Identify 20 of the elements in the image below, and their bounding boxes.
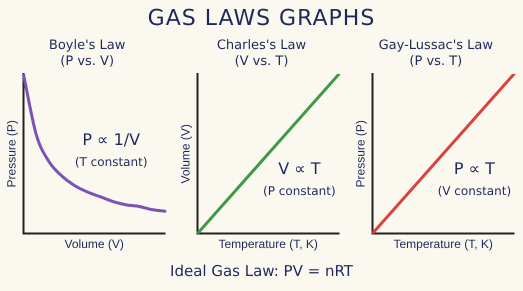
annotation: P ∝ 1/V	[82, 130, 140, 150]
annotation: P ∝ T	[454, 158, 495, 178]
chart-subtitle: (P vs. T)	[408, 54, 464, 70]
y-axis-title: Volume (V)	[178, 124, 193, 184]
annotation: (P constant)	[264, 184, 336, 198]
x-axis-title: Temperature (T, K)	[218, 237, 318, 252]
annotation: (T constant)	[75, 155, 148, 170]
x-axis-title: Temperature (T, K)	[393, 237, 493, 252]
chart-title: Boyle's Law	[48, 38, 126, 54]
annotation: (V constant)	[437, 184, 511, 198]
text: GAS LAWS GRAPHS	[146, 5, 376, 33]
chart-title: Gay-Lussac's Law	[378, 38, 494, 54]
chart-subtitle: (V vs. T)	[234, 54, 290, 70]
text: Ideal Gas Law: PV = nRT	[169, 261, 354, 282]
y-axis-title: Pressure (P)	[353, 120, 368, 188]
chart-subtitle: (P vs. V)	[59, 54, 116, 70]
x-axis-title: Volume (V)	[64, 237, 124, 252]
chart-title: Charles's Law	[216, 38, 308, 54]
annotation: V ∝ T	[278, 158, 322, 178]
y-axis-title: Pressure (P)	[4, 120, 19, 188]
